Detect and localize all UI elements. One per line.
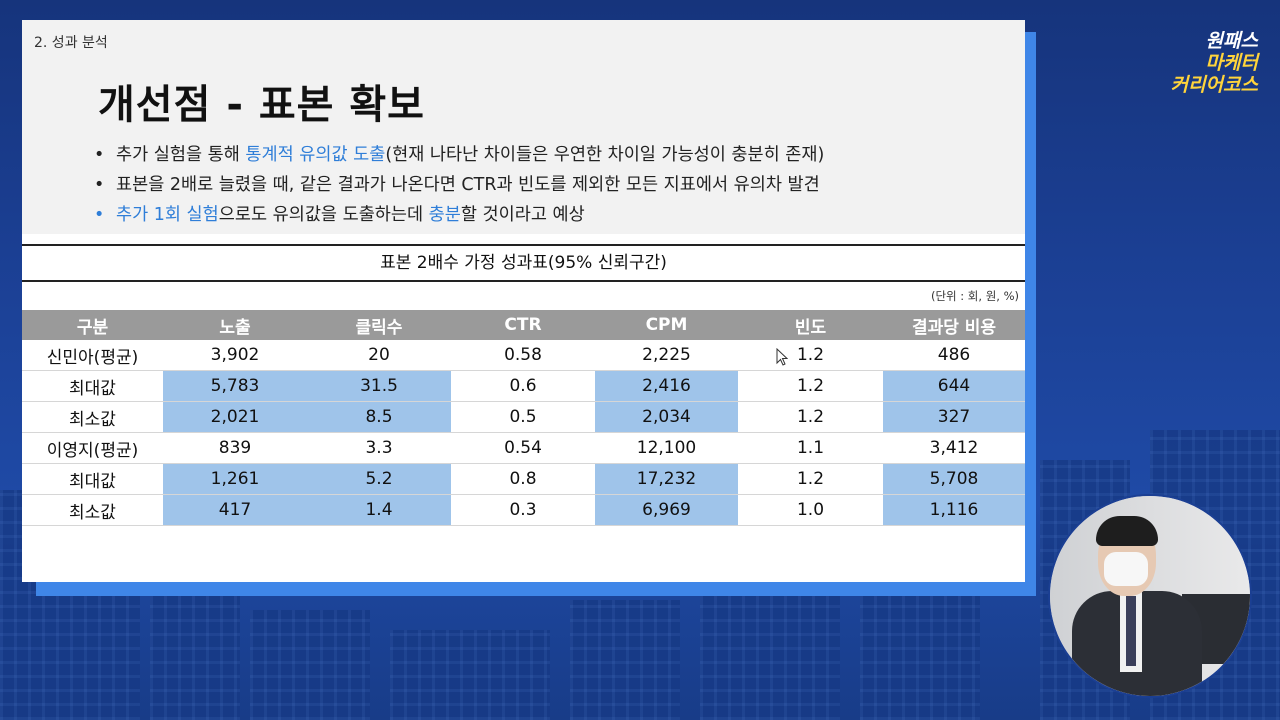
cursor-icon — [776, 348, 788, 366]
table-cell: 8.5 — [307, 401, 451, 433]
table-cell: 839 — [163, 432, 307, 464]
col-header: CTR — [451, 310, 595, 340]
col-header: CPM — [595, 310, 738, 340]
table-cell: 1.2 — [738, 340, 883, 371]
table-header-row: 구분 노출 클릭수 CTR CPM 빈도 결과당 비용 — [22, 310, 1025, 340]
table-cell: 최소값 — [22, 401, 163, 433]
table-cell: 17,232 — [595, 463, 738, 495]
table-cell: 1.2 — [738, 463, 883, 495]
bullet-highlight: 충분 — [428, 205, 461, 225]
table-cell: 3,902 — [163, 340, 307, 371]
bullet-text: 추가 실험을 통해 — [116, 145, 246, 165]
table-cell: 1.1 — [738, 432, 883, 464]
unit-note: (단위 : 회, 원, %) — [930, 289, 1019, 303]
table-cell: 이영지(평균) — [22, 432, 163, 464]
col-header: 결과당 비용 — [883, 310, 1025, 340]
table-cell: 1.2 — [738, 370, 883, 402]
table-title: 표본 2배수 가정 성과표(95% 신뢰구간) — [22, 244, 1025, 282]
bullet-text: 표본을 2배로 늘렸을 때, 같은 결과가 나온다면 CTR과 빈도를 제외한 … — [116, 175, 820, 195]
table-cell: 0.5 — [451, 401, 595, 433]
presentation-slide: 2. 성과 분석 개선점 - 표본 확보 • 추가 실험을 통해 통계적 유의값 … — [22, 20, 1025, 582]
table-cell: 31.5 — [307, 370, 451, 402]
col-header: 구분 — [22, 310, 163, 340]
table-cell: 최대값 — [22, 370, 163, 402]
bullet-item: • 추가 실험을 통해 통계적 유의값 도출(현재 나타난 차이들은 우연한 차이… — [94, 140, 824, 170]
bullet-text: (현재 나타난 차이들은 우연한 차이일 가능성이 충분히 존재) — [385, 145, 825, 165]
bullet-list: • 추가 실험을 통해 통계적 유의값 도출(현재 나타난 차이들은 우연한 차이… — [94, 140, 824, 230]
section-label: 2. 성과 분석 — [34, 35, 108, 51]
table-row: 최대값 5,783 31.5 0.6 2,416 1.2 644 — [22, 370, 1025, 402]
col-header: 노출 — [163, 310, 307, 340]
bullet-text: 할 것이라고 예상 — [460, 205, 585, 225]
table-cell: 2,021 — [163, 401, 307, 433]
table-cell: 1.2 — [738, 401, 883, 433]
table-cell: 최소값 — [22, 494, 163, 526]
table-cell: 6,969 — [595, 494, 738, 526]
table-cell: 0.3 — [451, 494, 595, 526]
table-cell: 644 — [883, 370, 1025, 402]
table-cell: 신민아(평균) — [22, 340, 163, 371]
table-cell: 5.2 — [307, 463, 451, 495]
bullet-item: • 표본을 2배로 늘렸을 때, 같은 결과가 나온다면 CTR과 빈도를 제외한… — [94, 170, 824, 200]
table-cell: 12,100 — [595, 432, 738, 464]
table-cell: 1,261 — [163, 463, 307, 495]
table-row: 이영지(평균) 839 3.3 0.54 12,100 1.1 3,412 — [22, 432, 1025, 464]
bullet-dot: • — [94, 175, 105, 195]
bullet-item: • 추가 1회 실험으로도 유의값을 도출하는데 충분할 것이라고 예상 — [94, 200, 824, 230]
table-cell: 327 — [883, 401, 1025, 433]
table-cell: 3.3 — [307, 432, 451, 464]
table-cell: 20 — [307, 340, 451, 371]
table-cell: 0.8 — [451, 463, 595, 495]
table-cell: 2,034 — [595, 401, 738, 433]
col-header: 빈도 — [738, 310, 883, 340]
presenter-webcam — [1048, 494, 1252, 698]
table-cell: 0.54 — [451, 432, 595, 464]
table-cell: 5,783 — [163, 370, 307, 402]
table-cell: 1.4 — [307, 494, 451, 526]
slide-title: 개선점 - 표본 확보 — [98, 82, 425, 128]
bullet-text: 으로도 유의값을 도출하는데 — [218, 205, 429, 225]
table-cell: 1,116 — [883, 494, 1025, 526]
table-row: 최소값 417 1.4 0.3 6,969 1.0 1,116 — [22, 494, 1025, 526]
table-row: 최소값 2,021 8.5 0.5 2,034 1.2 327 — [22, 401, 1025, 433]
brand-line-1: 원패스 — [1205, 30, 1258, 52]
performance-table: 구분 노출 클릭수 CTR CPM 빈도 결과당 비용 신민아(평균) 3,90… — [22, 310, 1025, 526]
table-cell: 5,708 — [883, 463, 1025, 495]
face-mask — [1104, 552, 1148, 586]
table-cell: 1.0 — [738, 494, 883, 526]
table-cell: 2,225 — [595, 340, 738, 371]
col-header: 클릭수 — [307, 310, 451, 340]
table-cell: 417 — [163, 494, 307, 526]
brand-line-2: 마케터 — [1205, 52, 1258, 74]
brand-logo: 원패스 마케터 커리어코스 — [1171, 30, 1258, 96]
table-cell: 2,416 — [595, 370, 738, 402]
bullet-dot: • — [94, 145, 105, 165]
table-cell: 3,412 — [883, 432, 1025, 464]
table-cell: 0.6 — [451, 370, 595, 402]
table-row: 신민아(평균) 3,902 20 0.58 2,225 1.2 486 — [22, 340, 1025, 371]
presenter-hair — [1096, 516, 1158, 546]
bullet-highlight: 추가 1회 실험 — [116, 205, 219, 225]
bullet-highlight: 통계적 유의값 도출 — [245, 145, 386, 165]
table-cell: 0.58 — [451, 340, 595, 371]
table-row: 최대값 1,261 5.2 0.8 17,232 1.2 5,708 — [22, 463, 1025, 495]
table-cell: 최대값 — [22, 463, 163, 495]
slide-header-area — [22, 20, 1025, 234]
brand-line-3: 커리어코스 — [1170, 74, 1258, 96]
bullet-dot: • — [94, 205, 105, 225]
presenter-tie — [1126, 596, 1136, 666]
table-cell: 486 — [883, 340, 1025, 371]
